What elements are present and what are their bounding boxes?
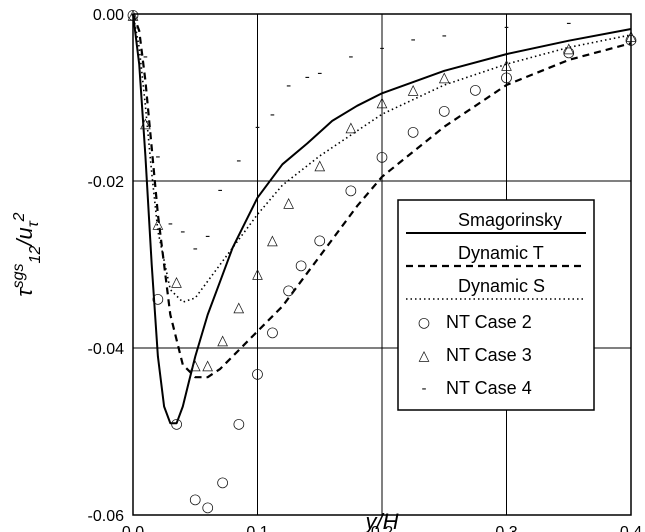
- y-tick-label: 0.00: [93, 7, 124, 24]
- data-point: -: [180, 224, 185, 240]
- data-point: -: [379, 40, 384, 56]
- data-point: △: [314, 157, 325, 173]
- legend-label: Dynamic T: [458, 243, 544, 263]
- x-tick-label: 0.0: [122, 524, 144, 532]
- data-point: △: [202, 358, 213, 374]
- data-point: △: [140, 116, 151, 132]
- x-tick-label: 0.2: [371, 524, 393, 532]
- data-point: △: [190, 358, 201, 374]
- data-point: ○: [170, 416, 182, 432]
- y-axis-label-part: τ: [25, 220, 42, 227]
- data-point: -: [218, 182, 223, 198]
- data-point: ○: [563, 45, 575, 61]
- data-point: ○: [295, 258, 307, 274]
- legend: Smagorinsky Dynamic T Dynamic S ○ NT Case 2 △…: [397, 199, 595, 411]
- data-point: △: [408, 82, 419, 98]
- y-axis-label-part: 2: [11, 212, 28, 222]
- data-point: ○: [233, 416, 245, 432]
- data-point: △: [377, 95, 388, 111]
- legend-marker: △: [419, 348, 430, 364]
- data-point: △: [283, 195, 294, 211]
- legend-label: NT Case 3: [446, 345, 532, 365]
- ticks: 0.0 0.1 0.2 0.3 0.4 0.00 -0.02 -0.04 -0.06: [88, 7, 643, 532]
- y-axis-label-part: sgs: [10, 263, 27, 288]
- data-point: ○: [189, 491, 201, 507]
- y-tick-label: -0.04: [88, 341, 125, 358]
- data-point: -: [566, 15, 571, 31]
- data-point: △: [267, 232, 278, 248]
- data-point: △: [252, 266, 263, 282]
- plot-frame: [132, 13, 632, 516]
- data-point: -: [205, 228, 210, 244]
- data-point: △: [439, 70, 450, 86]
- data-point: ○: [202, 500, 214, 516]
- legend-label: NT Case 2: [446, 312, 532, 332]
- data-point: -: [270, 107, 275, 123]
- data-point: ○: [217, 475, 229, 491]
- data-point: ○: [314, 232, 326, 248]
- legend-marker: -: [421, 381, 426, 397]
- data-point: ○: [376, 149, 388, 165]
- data-point: -: [411, 32, 416, 48]
- data-point: ○: [500, 70, 512, 86]
- data-point: △: [501, 57, 512, 73]
- data-point: -: [348, 49, 353, 65]
- data-point: △: [153, 216, 164, 232]
- legend-label: Dynamic S: [458, 276, 545, 296]
- data-point: -: [305, 70, 310, 86]
- series-nt-case-4-markers: ------------- ---- -- -: [130, 7, 571, 257]
- data-point: △: [563, 40, 574, 56]
- y-axis-label-part: u: [12, 227, 37, 239]
- y-axis-label-part: /: [12, 238, 37, 248]
- data-point: -: [317, 65, 322, 81]
- data-point: ○: [345, 182, 357, 198]
- y-tick-label: -0.02: [88, 174, 125, 191]
- data-point: -: [155, 149, 160, 165]
- data-point: -: [286, 78, 291, 94]
- data-point: -: [236, 153, 241, 169]
- series-smagorinsky-line: [132, 13, 632, 425]
- y-axis-label: τsgs12/uτ2: [10, 212, 44, 296]
- data-point: ○: [283, 283, 295, 299]
- data-point: ○: [407, 124, 419, 140]
- data-point: ○: [438, 103, 450, 119]
- data-point: ○: [251, 366, 263, 382]
- x-axis-label: y/H: [364, 509, 399, 532]
- legend-box: [397, 199, 595, 411]
- x-tick-label: 0.3: [495, 524, 517, 532]
- data-point: -: [255, 120, 260, 136]
- data-point: △: [233, 299, 244, 315]
- series-dynamic-s-line: [132, 13, 632, 303]
- data-point: △: [345, 120, 356, 136]
- x-tick-label: 0.4: [620, 524, 642, 532]
- data-point: ○: [469, 82, 481, 98]
- y-axis-label-part: 12: [27, 246, 44, 264]
- y-tick-label: -0.06: [88, 508, 125, 525]
- data-point: ○: [152, 291, 164, 307]
- data-point: ○: [266, 324, 278, 340]
- data-point: -: [442, 28, 447, 44]
- legend-label: Smagorinsky: [458, 210, 562, 230]
- data-point: -: [143, 49, 148, 65]
- series-nt-case-2-markers: ○○○○○○○○○○○○○○○○○○○○: [127, 7, 637, 516]
- data-point: △: [171, 274, 182, 290]
- data-point: -: [168, 216, 173, 232]
- y-axis-label-part: τ: [12, 287, 37, 297]
- data-point: -: [193, 241, 198, 257]
- legend-label: NT Case 4: [446, 378, 532, 398]
- legend-marker: ○: [418, 315, 430, 331]
- data-point: △: [217, 333, 228, 349]
- x-tick-label: 0.1: [246, 524, 268, 532]
- data-point: -: [504, 20, 509, 36]
- series-dynamic-t-line: [131, 13, 632, 379]
